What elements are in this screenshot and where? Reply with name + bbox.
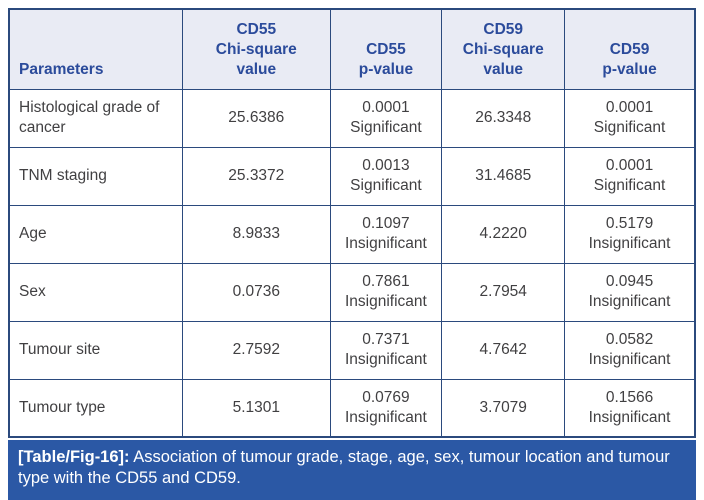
p-value: 0.0001 bbox=[362, 98, 410, 116]
cd59-chi-square-cell: 3.7079 bbox=[441, 378, 566, 438]
col-header-cd59-chi-square: CD59 Chi-square value bbox=[441, 8, 566, 90]
table-header-row: Parameters CD55 Chi-square value CD55 p-… bbox=[8, 8, 696, 90]
cd59-p-value-cell: 0.1566 Insignificant bbox=[564, 378, 696, 438]
parameter-cell: Tumour site bbox=[8, 320, 184, 380]
cd59-chi-square-cell: 2.7954 bbox=[441, 262, 566, 322]
cd59-p-value-cell: 0.0945 Insignificant bbox=[564, 262, 696, 322]
parameter-cell: Age bbox=[8, 204, 184, 264]
significance-label: Significant bbox=[593, 119, 666, 136]
parameter-cell: Tumour type bbox=[8, 378, 184, 438]
p-value: 0.1097 bbox=[362, 214, 410, 232]
table-caption: [Table/Fig-16]: Association of tumour gr… bbox=[8, 440, 696, 500]
p-value: 0.0001 bbox=[605, 156, 654, 174]
p-value: 0.0945 bbox=[605, 272, 654, 290]
table-row: Age 8.9833 0.1097 Insignificant 4.2220 0… bbox=[8, 204, 696, 264]
cd55-chi-square-cell: 25.3372 bbox=[182, 146, 331, 206]
significance-label: Insignificant bbox=[345, 351, 427, 368]
cd55-chi-square-cell: 25.6386 bbox=[182, 88, 331, 148]
p-value: 0.5179 bbox=[605, 214, 654, 232]
significance-label: Insignificant bbox=[588, 293, 671, 310]
col-header-cd59-p-value: CD59 p-value bbox=[564, 8, 696, 90]
cd55-chi-square-cell: 5.1301 bbox=[182, 378, 331, 438]
significance-label: Significant bbox=[350, 177, 422, 194]
cd55-chi-square-cell: 2.7592 bbox=[182, 320, 331, 380]
significance-label: Significant bbox=[350, 119, 422, 136]
table-row: TNM staging 25.3372 0.0013 Significant 3… bbox=[8, 146, 696, 206]
p-value: 0.0001 bbox=[605, 98, 654, 116]
significance-label: Significant bbox=[593, 177, 666, 194]
table-row: Tumour type 5.1301 0.0769 Insignificant … bbox=[8, 378, 696, 438]
cd59-chi-square-cell: 4.7642 bbox=[441, 320, 566, 380]
cd59-p-value-cell: 0.0582 Insignificant bbox=[564, 320, 696, 380]
parameter-cell: Histological grade of cancer bbox=[8, 88, 184, 148]
cd55-p-value-cell: 0.0013 Significant bbox=[329, 146, 443, 206]
cd55-p-value-cell: 0.0769 Insignificant bbox=[329, 378, 443, 438]
p-value: 0.1566 bbox=[605, 388, 654, 406]
significance-label: Insignificant bbox=[588, 235, 671, 252]
p-value: 0.0769 bbox=[362, 388, 410, 406]
p-value: 0.7861 bbox=[362, 272, 410, 290]
cd59-chi-square-cell: 26.3348 bbox=[441, 88, 566, 148]
p-value: 0.7371 bbox=[362, 330, 410, 348]
col-header-cd55-p-value: CD55 p-value bbox=[329, 8, 443, 90]
significance-label: Insignificant bbox=[345, 235, 427, 252]
caption-text: Association of tumour grade, stage, age,… bbox=[18, 448, 670, 488]
table-row: Tumour site 2.7592 0.7371 Insignificant … bbox=[8, 320, 696, 380]
caption-label: [Table/Fig-16]: bbox=[18, 448, 130, 466]
p-value: 0.0582 bbox=[605, 330, 654, 348]
cd59-p-value-cell: 0.5179 Insignificant bbox=[564, 204, 696, 264]
table-row: Sex 0.0736 0.7861 Insignificant 2.7954 0… bbox=[8, 262, 696, 322]
col-header-parameters: Parameters bbox=[8, 8, 184, 90]
cd55-p-value-cell: 0.7861 Insignificant bbox=[329, 262, 443, 322]
parameter-cell: Sex bbox=[8, 262, 184, 322]
p-value: 0.0013 bbox=[362, 156, 410, 174]
cd59-chi-square-cell: 4.2220 bbox=[441, 204, 566, 264]
cd55-chi-square-cell: 8.9833 bbox=[182, 204, 331, 264]
col-header-cd55-chi-square: CD55 Chi-square value bbox=[182, 8, 331, 90]
significance-label: Insignificant bbox=[588, 408, 671, 426]
cd59-p-value-cell: 0.0001 Significant bbox=[564, 88, 696, 148]
cd55-p-value-cell: 0.0001 Significant bbox=[329, 88, 443, 148]
cd55-p-value-cell: 0.7371 Insignificant bbox=[329, 320, 443, 380]
parameter-cell: TNM staging bbox=[8, 146, 184, 206]
results-table: Parameters CD55 Chi-square value CD55 p-… bbox=[8, 8, 696, 438]
significance-label: Insignificant bbox=[588, 351, 671, 368]
cd59-p-value-cell: 0.0001 Significant bbox=[564, 146, 696, 206]
significance-label: Insignificant bbox=[345, 293, 427, 310]
cd59-chi-square-cell: 31.4685 bbox=[441, 146, 566, 206]
significance-label: Insignificant bbox=[345, 408, 427, 426]
cd55-p-value-cell: 0.1097 Insignificant bbox=[329, 204, 443, 264]
table-row: Histological grade of cancer 25.6386 0.0… bbox=[8, 88, 696, 148]
cd55-chi-square-cell: 0.0736 bbox=[182, 262, 331, 322]
